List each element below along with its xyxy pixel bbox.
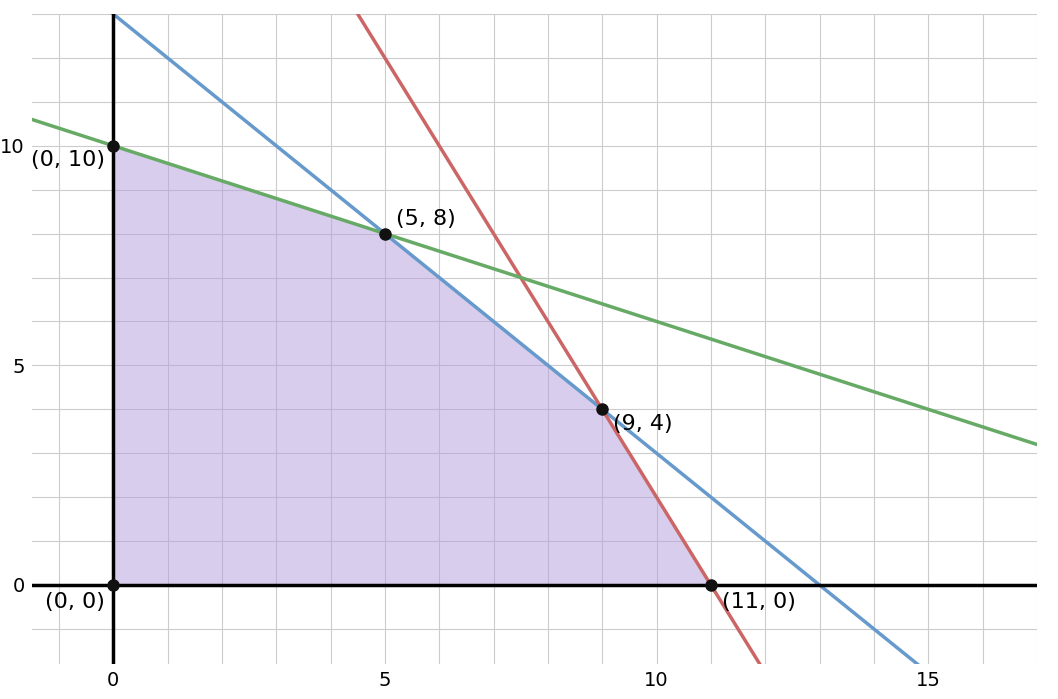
Text: (0, 10): (0, 10): [31, 150, 105, 170]
Text: (0, 0): (0, 0): [45, 591, 105, 612]
Polygon shape: [113, 146, 711, 585]
Text: (11, 0): (11, 0): [722, 591, 796, 612]
Text: (9, 4): (9, 4): [613, 414, 673, 433]
Text: (5, 8): (5, 8): [396, 209, 456, 229]
